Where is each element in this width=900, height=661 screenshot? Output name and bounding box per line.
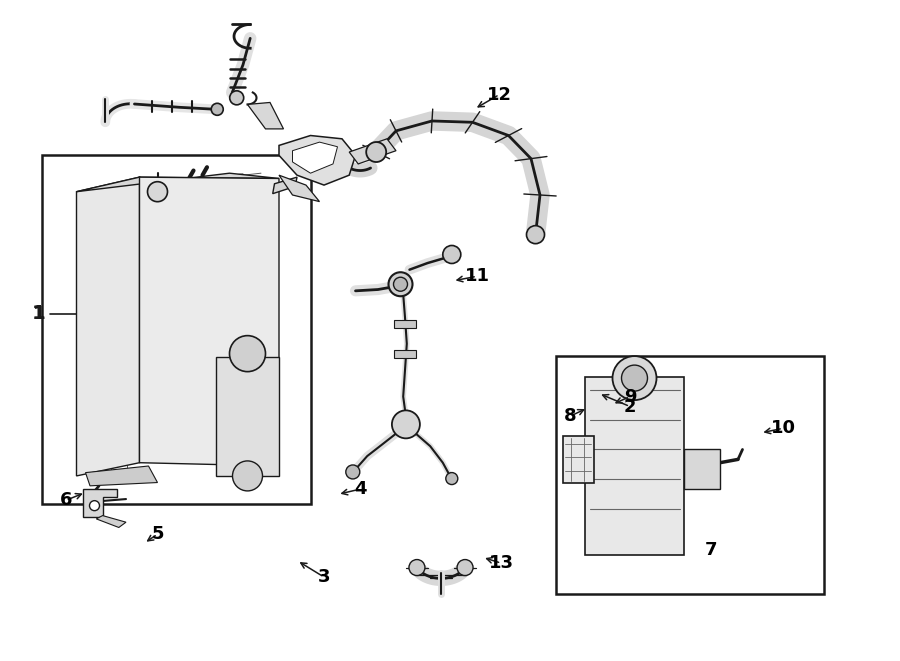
Circle shape <box>148 182 167 202</box>
Polygon shape <box>394 350 416 358</box>
Circle shape <box>392 410 420 438</box>
Polygon shape <box>248 102 284 129</box>
Text: 1: 1 <box>32 305 45 323</box>
Polygon shape <box>292 142 338 173</box>
Circle shape <box>613 356 656 400</box>
Text: 8: 8 <box>563 407 576 426</box>
Polygon shape <box>76 177 140 476</box>
Circle shape <box>457 560 473 576</box>
Circle shape <box>526 225 544 244</box>
Text: 3: 3 <box>318 568 330 586</box>
Circle shape <box>212 103 223 115</box>
Circle shape <box>230 91 244 105</box>
Circle shape <box>89 500 100 511</box>
Text: 6: 6 <box>59 491 72 510</box>
Polygon shape <box>349 139 396 164</box>
Text: 12: 12 <box>487 85 512 104</box>
Text: 10: 10 <box>770 419 796 438</box>
Circle shape <box>393 277 408 292</box>
Polygon shape <box>394 320 416 328</box>
Bar <box>556 356 824 594</box>
Circle shape <box>346 465 360 479</box>
Circle shape <box>409 560 425 576</box>
Text: 4: 4 <box>354 480 366 498</box>
Text: 7: 7 <box>705 541 717 559</box>
Polygon shape <box>273 177 297 194</box>
Circle shape <box>622 365 647 391</box>
Bar <box>42 155 310 504</box>
Polygon shape <box>216 357 279 476</box>
Circle shape <box>366 142 386 162</box>
Polygon shape <box>684 449 720 489</box>
Text: 5: 5 <box>151 525 164 543</box>
Text: 13: 13 <box>489 554 514 572</box>
Polygon shape <box>279 136 356 185</box>
Circle shape <box>232 461 263 491</box>
Polygon shape <box>562 436 594 483</box>
Polygon shape <box>140 177 279 466</box>
Polygon shape <box>585 377 684 555</box>
Circle shape <box>230 336 266 371</box>
Text: 9: 9 <box>624 387 636 406</box>
Text: 2: 2 <box>624 397 636 416</box>
Circle shape <box>446 473 458 485</box>
Polygon shape <box>279 175 320 202</box>
Polygon shape <box>76 173 279 192</box>
Polygon shape <box>83 489 117 517</box>
Circle shape <box>443 245 461 264</box>
Polygon shape <box>86 466 158 486</box>
Circle shape <box>389 272 412 296</box>
Text: 1: 1 <box>32 305 46 323</box>
Polygon shape <box>96 516 126 527</box>
Text: 11: 11 <box>464 267 490 286</box>
